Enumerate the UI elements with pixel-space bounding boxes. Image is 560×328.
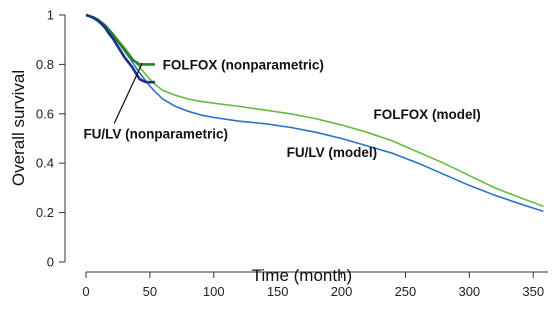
- folfox-nonparametric-line: [85, 13, 155, 66]
- x-ticks: 0 50 100 150 200 250 300 350: [82, 272, 544, 299]
- y-tick-label: 0.8: [36, 57, 54, 72]
- x-tick-label: 100: [203, 284, 225, 299]
- axes: 0 0.2 0.4 0.6 0.8 1 0 50 100 150 200 250 300 350: [36, 8, 548, 299]
- y-tick-label: 0.6: [36, 106, 54, 121]
- annotation-folfox-nonparametric: FOLFOX (nonparametric): [163, 57, 324, 72]
- x-tick-label: 150: [267, 284, 289, 299]
- y-ticks: 0 0.2 0.4 0.6 0.8 1: [36, 8, 65, 270]
- y-axis-title: Overall survival: [9, 70, 28, 186]
- x-tick-label: 350: [522, 284, 544, 299]
- x-tick-label: 0: [82, 284, 89, 299]
- x-tick-label: 250: [395, 284, 417, 299]
- annotations: FOLFOX (nonparametric) FU/LV (nonparametr…: [83, 57, 480, 160]
- fulv-nonparametric-pointer-line: [113, 62, 143, 124]
- annotation-fulv-nonparametric: FU/LV (nonparametric): [83, 127, 228, 142]
- annotation-folfox-model: FOLFOX (model): [374, 107, 481, 122]
- x-tick-label: 50: [143, 284, 157, 299]
- y-tick-label: 0.2: [36, 205, 54, 220]
- y-tick-label: 0: [47, 255, 54, 270]
- y-tick-label: 1: [47, 8, 54, 23]
- x-tick-label: 300: [458, 284, 480, 299]
- x-tick-label: 200: [331, 284, 353, 299]
- annotation-fulv-model: FU/LV (model): [287, 145, 378, 160]
- y-tick-label: 0.4: [36, 156, 54, 171]
- fulv-nonparametric-line: [85, 13, 155, 84]
- series-lines: [85, 13, 544, 213]
- x-axis-title: Time (month): [252, 266, 352, 285]
